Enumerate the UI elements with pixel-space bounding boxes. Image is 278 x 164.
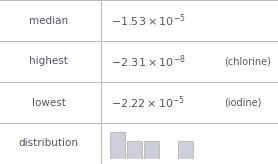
- Text: $-2.22\times10^{-5}$: $-2.22\times10^{-5}$: [111, 94, 185, 111]
- Text: median: median: [29, 16, 68, 25]
- Bar: [144, 141, 159, 159]
- Text: (iodine): (iodine): [224, 98, 261, 107]
- Text: $-1.53\times10^{-5}$: $-1.53\times10^{-5}$: [111, 12, 186, 29]
- Bar: [178, 141, 193, 159]
- Text: lowest: lowest: [32, 98, 66, 107]
- Bar: [127, 141, 142, 159]
- Bar: [110, 132, 125, 159]
- Text: distribution: distribution: [19, 139, 79, 148]
- Text: (chlorine): (chlorine): [224, 57, 271, 66]
- Text: $-2.31\times10^{-8}$: $-2.31\times10^{-8}$: [111, 53, 186, 70]
- Text: highest: highest: [29, 57, 68, 66]
